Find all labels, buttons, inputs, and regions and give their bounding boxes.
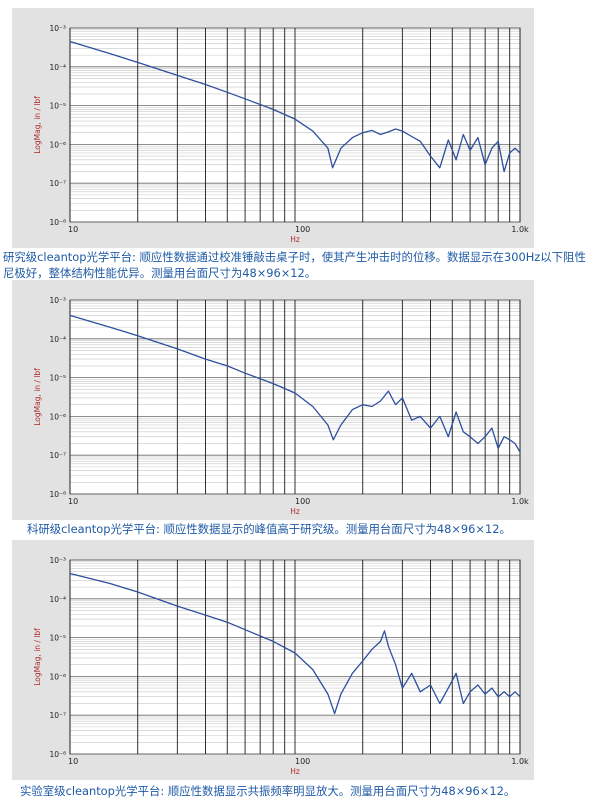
- x-tick-label: 10: [68, 757, 78, 766]
- y-tick-label: 10⁻⁵: [49, 374, 66, 383]
- y-tick-label: 10⁻⁸: [49, 218, 66, 227]
- x-tick-label: 100: [295, 497, 310, 506]
- x-axis-label: Hz: [290, 767, 300, 776]
- compliance-series-line: [69, 40, 521, 173]
- y-tick-label: 10⁻⁷: [49, 179, 66, 188]
- compliance-chart-1: 10⁻⁸ 10⁻⁷ 10⁻⁶ 10⁻⁵ 10⁻⁴ 10⁻³ 10 100 1.0k Hz LogMa…: [12, 8, 534, 248]
- y-axis-label: LogMag, in / lbf: [33, 628, 42, 686]
- y-tick-label: 10⁻⁴: [49, 335, 66, 344]
- y-tick-label: 10⁻⁷: [49, 711, 66, 720]
- y-axis-label: LogMag, in / lbf: [33, 96, 42, 154]
- y-tick-label: 10⁻⁵: [49, 102, 66, 111]
- chart-caption-2: 科研级cleantop光学平台: 顺应性数据显示的峰值高于研究级。测量用台面尺寸…: [27, 522, 511, 536]
- y-axis-label: LogMag, in / lbf: [33, 368, 42, 426]
- chart-caption-3: 实验室级cleantop光学平台: 顺应性数据显示共振频率明显放大。测量用台面尺…: [20, 784, 516, 798]
- y-tick-label: 10⁻⁵: [49, 634, 66, 643]
- chart-svg: 10⁻⁸ 10⁻⁷ 10⁻⁶ 10⁻⁵ 10⁻⁴ 10⁻³ 10 100 1.0k Hz LogMa…: [33, 556, 529, 776]
- y-tick-label: 10⁻⁴: [49, 595, 66, 604]
- y-tick-label: 10⁻⁸: [49, 490, 66, 499]
- chart-svg: 10⁻⁸ 10⁻⁷ 10⁻⁶ 10⁻⁵ 10⁻⁴ 10⁻³ 10 100 1.0k Hz LogMa…: [33, 24, 529, 244]
- chart-caption-1: 研究级cleantop光学平台: 顺应性数据通过校准锤敲击桌子时，使其产生冲击时…: [3, 250, 586, 280]
- x-tick-label: 1.0k: [511, 497, 529, 506]
- x-axis-label: Hz: [290, 235, 300, 244]
- y-tick-label: 10⁻⁶: [49, 672, 66, 681]
- y-tick-label: 10⁻³: [49, 24, 66, 33]
- compliance-series-line: [69, 572, 521, 715]
- y-tick-label: 10⁻⁶: [49, 140, 66, 149]
- x-tick-label: 10: [68, 225, 78, 234]
- y-tick-label: 10⁻³: [49, 296, 66, 305]
- y-tick-label: 10⁻⁶: [49, 412, 66, 421]
- compliance-chart-2: 10⁻⁸ 10⁻⁷ 10⁻⁶ 10⁻⁵ 10⁻⁴ 10⁻³ 10 100 1.0k Hz LogMa…: [12, 280, 534, 520]
- compliance-chart-3: 10⁻⁸ 10⁻⁷ 10⁻⁶ 10⁻⁵ 10⁻⁴ 10⁻³ 10 100 1.0k Hz LogMa…: [12, 540, 534, 780]
- x-tick-label: 1.0k: [511, 757, 529, 766]
- chart-svg: 10⁻⁸ 10⁻⁷ 10⁻⁶ 10⁻⁵ 10⁻⁴ 10⁻³ 10 100 1.0k Hz LogMa…: [33, 296, 529, 516]
- y-tick-label: 10⁻⁴: [49, 63, 66, 72]
- y-tick-label: 10⁻⁸: [49, 750, 66, 759]
- x-tick-label: 100: [295, 225, 310, 234]
- x-tick-label: 100: [295, 757, 310, 766]
- x-tick-label: 1.0k: [511, 225, 529, 234]
- compliance-series-line: [69, 314, 521, 453]
- x-axis-label: Hz: [290, 507, 300, 516]
- y-tick-label: 10⁻³: [49, 556, 66, 565]
- y-tick-label: 10⁻⁷: [49, 451, 66, 460]
- x-tick-label: 10: [68, 497, 78, 506]
